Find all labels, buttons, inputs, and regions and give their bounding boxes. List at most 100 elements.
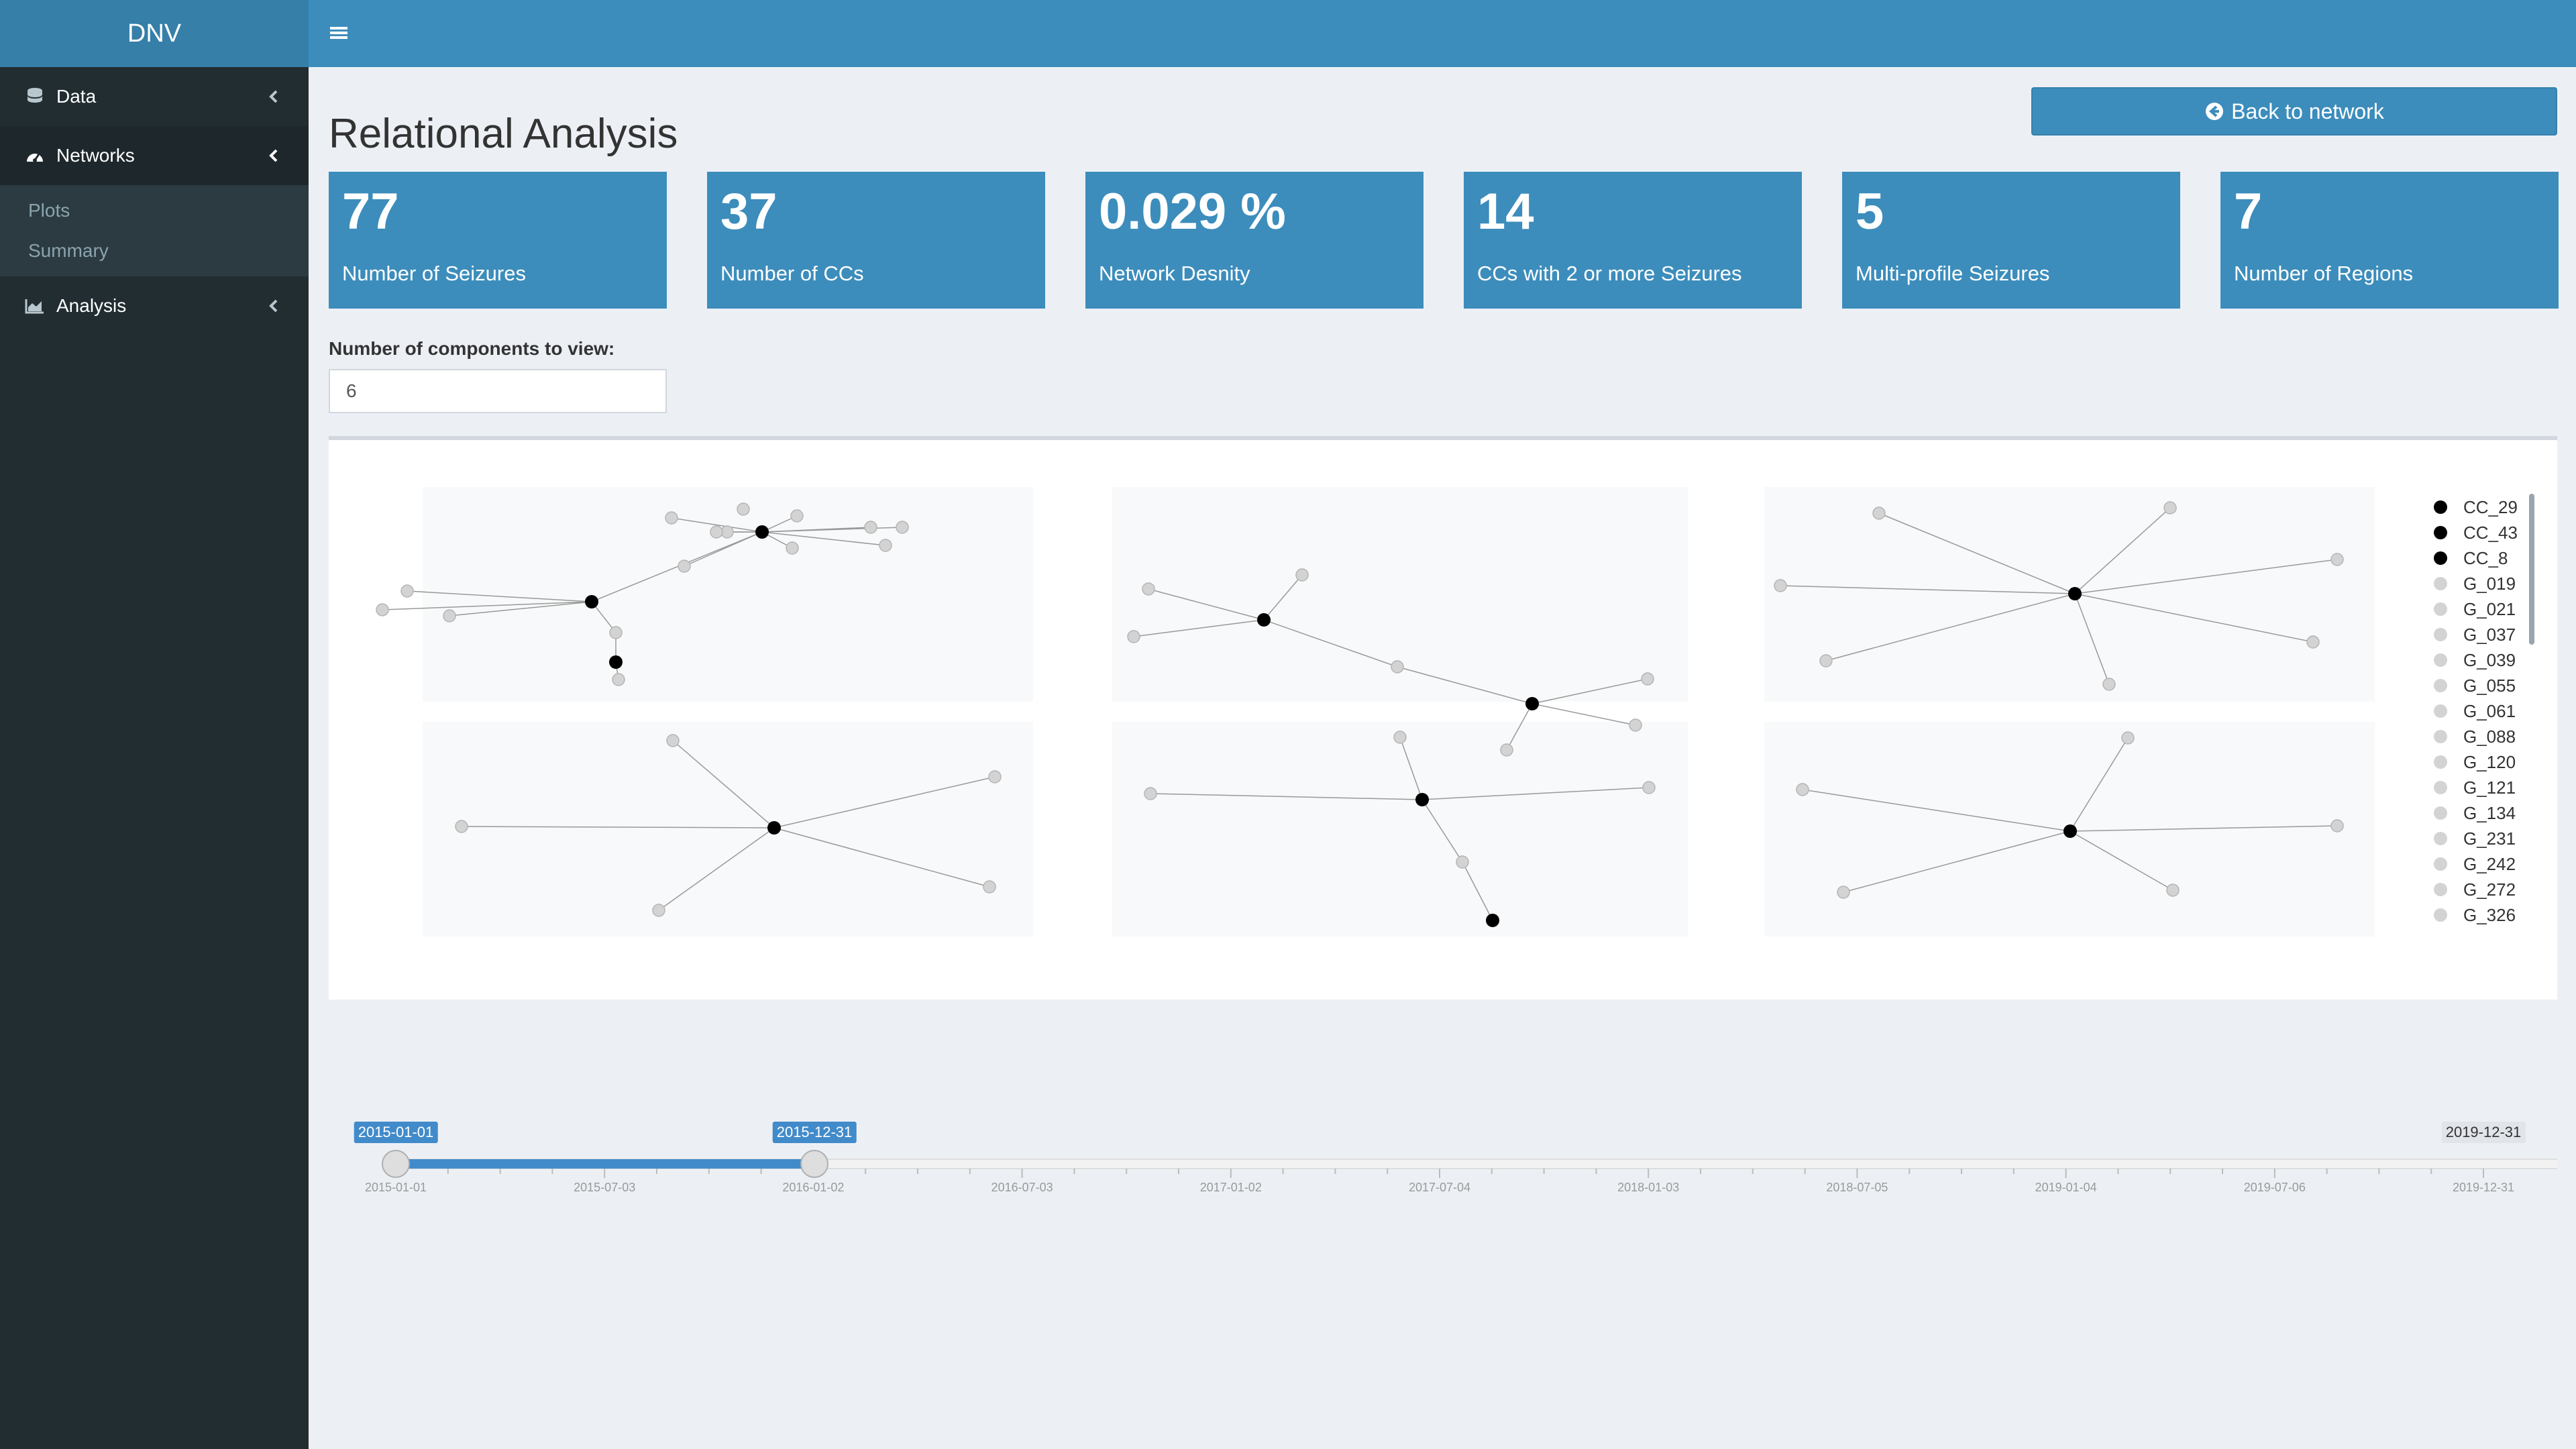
slider-selected-range[interactable] — [396, 1159, 814, 1169]
network-node-leaf[interactable] — [2102, 678, 2116, 691]
network-node-leaf[interactable] — [1144, 787, 1157, 800]
sidebar-subitem-summary[interactable]: Summary — [28, 240, 109, 261]
network-node-hub[interactable] — [1257, 613, 1271, 627]
legend-label: G_121 — [2463, 777, 2516, 798]
legend-label: G_019 — [2463, 574, 2516, 594]
network-edge — [2070, 825, 2338, 832]
network-node-leaf[interactable] — [1819, 654, 1833, 667]
network-node-leaf[interactable] — [1796, 783, 1809, 796]
legend-scrollbar[interactable] — [2529, 494, 2534, 645]
network-node-leaf[interactable] — [1872, 506, 1886, 520]
network-node-hub[interactable] — [1486, 914, 1499, 927]
network-node-leaf[interactable] — [1456, 855, 1469, 869]
network-node-hub[interactable] — [585, 595, 598, 608]
network-node-leaf[interactable] — [2306, 635, 2320, 649]
slider-handle-to[interactable] — [800, 1150, 828, 1178]
legend-marker — [2434, 755, 2447, 769]
app-logo[interactable]: DNV — [0, 0, 309, 67]
back-to-network-button[interactable]: Back to network — [2031, 87, 2557, 136]
sidebar-subitem-plots[interactable]: Plots — [28, 200, 70, 221]
network-node-leaf[interactable] — [1642, 781, 1656, 794]
network-node-leaf[interactable] — [2121, 731, 2135, 745]
network-node-leaf[interactable] — [983, 880, 996, 894]
network-node-leaf[interactable] — [1837, 885, 1850, 899]
network-node-leaf[interactable] — [1393, 731, 1407, 744]
network-node-leaf[interactable] — [1641, 672, 1654, 686]
sidebar-item-networks[interactable]: Networks — [0, 126, 309, 185]
components-input[interactable] — [329, 369, 667, 413]
network-node-leaf[interactable] — [1391, 660, 1404, 674]
database-icon — [23, 87, 47, 106]
value-box-multi-profile: 5 Multi-profile Seizures — [1842, 172, 2180, 309]
network-node-leaf[interactable] — [2163, 501, 2177, 515]
network-node-hub[interactable] — [2063, 824, 2077, 838]
network-node-leaf[interactable] — [879, 539, 892, 552]
network-node-leaf[interactable] — [988, 770, 1002, 784]
network-panel[interactable] — [423, 487, 1033, 702]
network-edge — [1133, 619, 1265, 637]
network-node-leaf[interactable] — [864, 521, 877, 534]
network-edge — [1397, 666, 1533, 704]
network-node-hub[interactable] — [1415, 793, 1429, 806]
sidebar-item-data[interactable]: Data — [0, 67, 309, 126]
network-node-leaf[interactable] — [443, 609, 456, 623]
network-node-leaf[interactable] — [1500, 743, 1513, 757]
network-node-leaf[interactable] — [1142, 582, 1155, 596]
network-node-leaf[interactable] — [737, 502, 750, 516]
legend-marker — [2434, 806, 2447, 820]
networks-submenu: Plots Summary — [0, 185, 309, 276]
legend-marker — [2434, 908, 2447, 922]
network-node-leaf[interactable] — [1629, 718, 1642, 732]
network-node-leaf[interactable] — [609, 626, 623, 639]
slider-tick-label: 2017-07-04 — [1408, 1181, 1471, 1194]
network-node-leaf[interactable] — [790, 509, 804, 523]
network-node-hub[interactable] — [755, 525, 769, 539]
value-box-value: 5 — [1856, 183, 1884, 240]
network-node-hub[interactable] — [609, 655, 623, 669]
network-node-leaf[interactable] — [376, 603, 389, 616]
network-node-hub[interactable] — [1525, 697, 1539, 710]
network-node-leaf[interactable] — [1295, 568, 1309, 582]
network-edge — [1399, 737, 1423, 800]
network-edge — [2070, 830, 2174, 891]
network-node-leaf[interactable] — [612, 673, 625, 686]
hamburger-icon[interactable] — [329, 23, 349, 43]
legend-marker — [2434, 679, 2447, 692]
sidebar-item-label: Data — [56, 86, 97, 107]
network-node-hub[interactable] — [2068, 587, 2082, 600]
network-node-leaf[interactable] — [666, 734, 680, 747]
slider-handle-from[interactable] — [382, 1150, 410, 1178]
network-node-hub[interactable] — [767, 821, 781, 835]
network-node-leaf[interactable] — [678, 559, 691, 573]
network-node-leaf[interactable] — [1127, 630, 1140, 643]
network-edge — [2074, 593, 2110, 685]
area-chart-icon — [23, 298, 47, 314]
chevron-left-icon — [269, 90, 278, 103]
network-node-leaf[interactable] — [665, 511, 678, 525]
network-node-leaf[interactable] — [2166, 883, 2180, 897]
slider-from-label: 2015-01-01 — [354, 1122, 438, 1143]
network-node-leaf[interactable] — [786, 541, 799, 555]
network-panel[interactable] — [423, 722, 1033, 936]
legend-marker — [2434, 730, 2447, 743]
slider-tick-label: 2016-01-02 — [782, 1181, 845, 1194]
network-node-leaf[interactable] — [896, 521, 909, 534]
network-node-leaf[interactable] — [400, 584, 414, 598]
sidebar-item-analysis[interactable]: Analysis — [0, 276, 309, 335]
network-node-leaf[interactable] — [710, 525, 723, 539]
network-node-leaf[interactable] — [2330, 819, 2344, 833]
network-edge — [382, 601, 592, 610]
value-box-ccs: 37 Number of CCs — [707, 172, 1045, 309]
network-node-leaf[interactable] — [455, 820, 468, 833]
network-edge — [449, 601, 592, 616]
slider-track-svg — [382, 1150, 2557, 1178]
network-node-leaf[interactable] — [2330, 553, 2344, 566]
network-node-leaf[interactable] — [652, 904, 665, 917]
legend-label: CC_29 — [2463, 497, 2518, 517]
network-panel[interactable] — [1112, 722, 1688, 936]
network-node-leaf[interactable] — [1774, 579, 1787, 592]
slider-to-label: 2015-12-31 — [772, 1122, 857, 1143]
legend-marker — [2434, 577, 2447, 590]
legend-marker — [2434, 832, 2447, 845]
slider-tick-label: 2018-01-03 — [1617, 1181, 1680, 1194]
